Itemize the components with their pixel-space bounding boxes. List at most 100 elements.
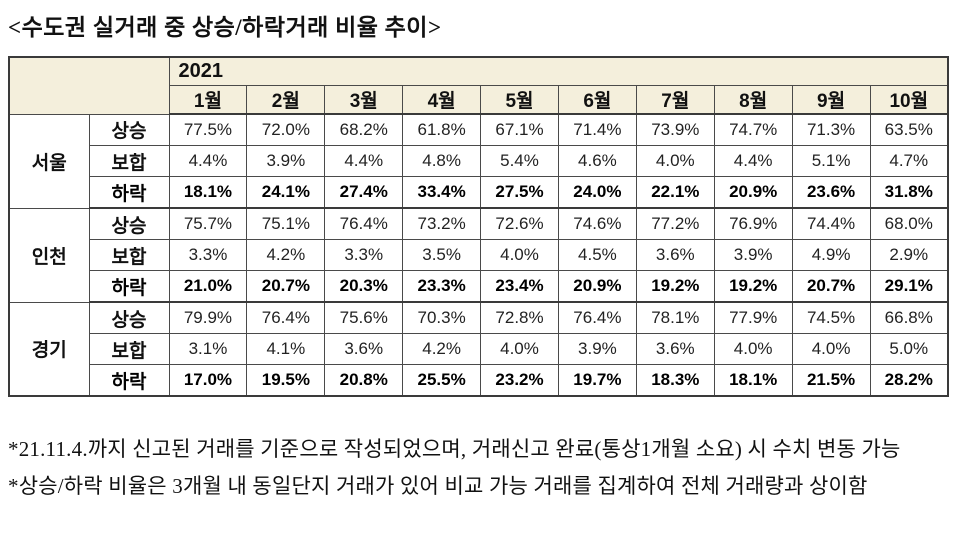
value-cell: 21.5% — [791, 364, 871, 397]
value-cell: 4.1% — [246, 333, 326, 365]
table-body: 서울 상승 77.5% 72.0% 68.2% 61.8% 67.1% 71.4% 73.9% 7… — [8, 113, 949, 397]
value-cell: 18.1% — [168, 176, 248, 209]
value-cell: 4.0% — [713, 333, 793, 365]
table-row: 서울 상승 77.5% 72.0% 68.2% 61.8% 67.1% 71.4% 73.9% 7… — [8, 113, 949, 209]
value-cell: 72.6% — [480, 207, 559, 240]
value-cell: 74.6% — [557, 207, 637, 240]
value-cell: 25.5% — [402, 364, 482, 397]
value-cell: 76.4% — [246, 301, 326, 334]
table-row: 하락 18.1% 24.1% 27.4% 33.4% 27.5% 24.0% 22.1% 20.… — [9, 176, 949, 209]
value-cell: 2.9% — [869, 239, 949, 271]
month-row: 1월 2월 3월 4월 5월 6월 7월 8월 9월 10월 — [9, 85, 949, 115]
value-cell: 23.2% — [480, 364, 559, 397]
value-cell: 4.0% — [635, 145, 715, 177]
month-header: 9월 — [791, 85, 871, 115]
value-cell: 5.4% — [480, 145, 559, 177]
value-cell: 19.5% — [246, 364, 326, 397]
value-cell: 20.9% — [557, 270, 637, 303]
value-cell: 3.3% — [168, 239, 248, 271]
category-label: 보합 — [88, 239, 170, 271]
value-cell: 4.2% — [402, 333, 482, 365]
month-header: 7월 — [635, 85, 715, 115]
value-cell: 19.2% — [635, 270, 715, 303]
month-header: 3월 — [324, 85, 404, 115]
value-cell: 63.5% — [869, 113, 949, 146]
footnote-ratio-method: *상승/하락 비율은 3개월 내 동일단지 거래가 있어 비교 가능 거래를 집… — [8, 474, 868, 499]
ratio-table: 2021 1월 2월 3월 4월 5월 6월 7월 8월 9월 10월 서울 상승 77.5% 72.0… — [8, 56, 949, 397]
value-cell: 3.5% — [402, 239, 482, 271]
value-cell: 73.2% — [402, 207, 482, 240]
category-label: 상승 — [88, 301, 170, 334]
value-cell: 22.1% — [635, 176, 715, 209]
month-header: 5월 — [480, 85, 559, 115]
value-cell: 74.5% — [791, 301, 871, 334]
value-cell: 4.6% — [557, 145, 637, 177]
value-cell: 3.1% — [168, 333, 248, 365]
month-header: 4월 — [402, 85, 482, 115]
value-cell: 77.5% — [168, 113, 248, 146]
value-cell: 20.9% — [713, 176, 793, 209]
value-cell: 4.8% — [402, 145, 482, 177]
month-header: 2월 — [246, 85, 326, 115]
value-cell: 23.6% — [791, 176, 871, 209]
footnote-report-basis: *21.11.4.까지 신고된 거래를 기준으로 작성되었으며, 거래신고 완료… — [8, 437, 901, 461]
page: <수도권 실거래 중 상승/하락거래 비율 추이> 2021 1월 2월 3월 4월 5… — [8, 15, 949, 499]
value-cell: 4.2% — [246, 239, 326, 271]
table-row: 인천 상승 75.7% 75.1% 76.4% 73.2% 72.6% 74.6% 77.2% 7… — [8, 207, 949, 303]
table-header: 2021 1월 2월 3월 4월 5월 6월 7월 8월 9월 10월 — [8, 56, 949, 115]
value-cell: 4.7% — [869, 145, 949, 177]
value-cell: 72.8% — [480, 301, 559, 334]
corner-cell — [8, 56, 170, 115]
value-cell: 20.8% — [324, 364, 404, 397]
value-cell: 72.0% — [246, 113, 326, 146]
value-cell: 28.2% — [869, 364, 949, 397]
value-cell: 4.4% — [713, 145, 793, 177]
value-cell: 17.0% — [168, 364, 248, 397]
value-cell: 27.4% — [324, 176, 404, 209]
value-cell: 3.3% — [324, 239, 404, 271]
value-cell: 5.0% — [869, 333, 949, 365]
value-cell: 3.6% — [635, 239, 715, 271]
value-cell: 3.9% — [713, 239, 793, 271]
region-label: 서울 — [8, 113, 90, 209]
month-header: 1월 — [168, 85, 248, 115]
table-row: 하락 21.0% 20.7% 20.3% 23.3% 23.4% 20.9% 19.2% 19.… — [9, 270, 949, 303]
value-cell: 79.9% — [168, 301, 248, 334]
page-title: <수도권 실거래 중 상승/하락거래 비율 추이> — [8, 15, 442, 40]
value-cell: 68.0% — [869, 207, 949, 240]
value-cell: 27.5% — [480, 176, 559, 209]
value-cell: 20.7% — [246, 270, 326, 303]
category-label: 하락 — [88, 176, 170, 209]
category-label: 하락 — [88, 364, 170, 397]
value-cell: 68.2% — [324, 113, 404, 146]
value-cell: 31.8% — [869, 176, 949, 209]
category-label: 보합 — [88, 145, 170, 177]
value-cell: 23.4% — [480, 270, 559, 303]
value-cell: 20.3% — [324, 270, 404, 303]
value-cell: 33.4% — [402, 176, 482, 209]
value-cell: 67.1% — [480, 113, 559, 146]
value-cell: 3.6% — [324, 333, 404, 365]
value-cell: 74.7% — [713, 113, 793, 146]
table-row: 보합 4.4% 3.9% 4.4% 4.8% 5.4% 4.6% 4.0% 4.4% 5.1% 4.… — [9, 145, 949, 177]
value-cell: 18.3% — [635, 364, 715, 397]
value-cell: 19.2% — [713, 270, 793, 303]
value-cell: 4.0% — [791, 333, 871, 365]
value-cell: 5.1% — [791, 145, 871, 177]
value-cell: 3.9% — [246, 145, 326, 177]
value-cell: 66.8% — [869, 301, 949, 334]
value-cell: 18.1% — [713, 364, 793, 397]
value-cell: 20.7% — [791, 270, 871, 303]
value-cell: 76.4% — [324, 207, 404, 240]
value-cell: 75.7% — [168, 207, 248, 240]
value-cell: 61.8% — [402, 113, 482, 146]
category-label: 상승 — [88, 207, 170, 240]
value-cell: 76.4% — [557, 301, 637, 334]
value-cell: 78.1% — [635, 301, 715, 334]
value-cell: 70.3% — [402, 301, 482, 334]
value-cell: 77.9% — [713, 301, 793, 334]
table-row: 하락 17.0% 19.5% 20.8% 25.5% 23.2% 19.7% 18.3% 18.… — [9, 364, 949, 397]
value-cell: 3.9% — [557, 333, 637, 365]
value-cell: 76.9% — [713, 207, 793, 240]
value-cell: 75.6% — [324, 301, 404, 334]
